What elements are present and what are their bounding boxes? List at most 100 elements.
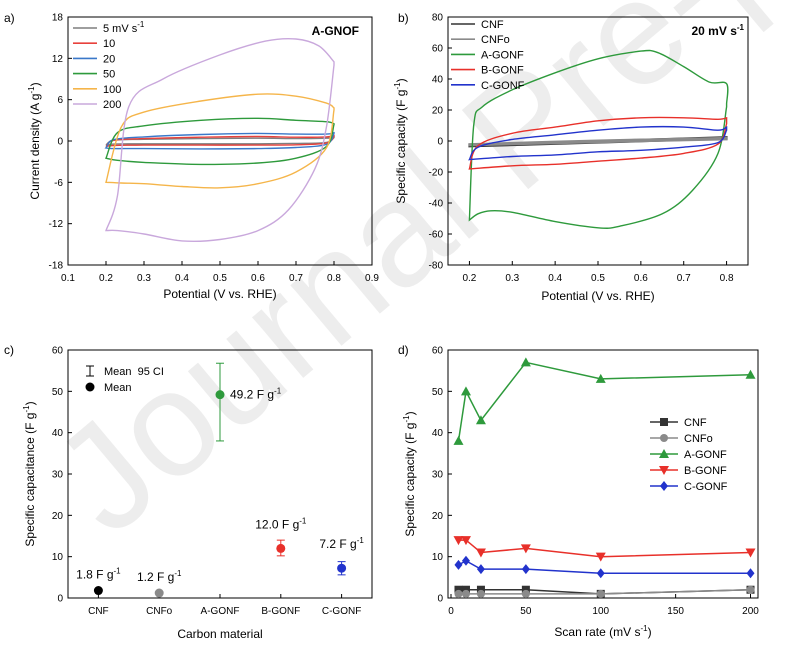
c-value-label-c-gonf: 7.2 F g-1 xyxy=(319,536,364,551)
c-mean-point-a-gonf xyxy=(215,390,225,400)
c-value-label-sup: -1 xyxy=(114,567,122,576)
a-ytick-label: 12 xyxy=(52,54,64,65)
panel-b-xlabel: Potential (V vs. RHE) xyxy=(541,289,654,303)
d-point-b-gonf-20 xyxy=(475,548,486,558)
b-xtick-label: 0.7 xyxy=(677,273,691,284)
d-legend-marker xyxy=(660,481,668,491)
a-curve-50 xyxy=(105,117,335,166)
a-xtick-label: 0.8 xyxy=(327,273,341,284)
a-ytick-label: -12 xyxy=(49,219,64,230)
panel-d-legend: CNF CNFo A-GONF B-GONF C-GONF xyxy=(650,417,728,493)
c-mean-point-cnf xyxy=(93,586,103,596)
d-line-a-gonf xyxy=(457,361,751,442)
a-ytick-label: -18 xyxy=(49,261,64,272)
c-ytick-label: 40 xyxy=(52,428,64,439)
d-legend-label: C-GONF xyxy=(684,481,728,493)
panel-c: c) CNF CNFo A-GONF B-GONF C-GONF 0 10 20 30 40 50 6… xyxy=(4,343,373,641)
d-xtick-label: 200 xyxy=(742,606,759,617)
d-point-cnf-5 xyxy=(454,585,463,594)
d-xtick-label: 0 xyxy=(448,606,454,617)
panel-b-curves xyxy=(467,49,729,229)
panel-a-ticks: 0.1 0.2 0.3 0.4 0.5 0.6 0.7 0.8 0.9 -18 -12 -6 0 6 12 1… xyxy=(49,13,380,285)
d-point-c-gonf-5 xyxy=(454,559,463,570)
b-xtick-label: 0.4 xyxy=(548,273,562,284)
d-legend-label: A-GONF xyxy=(684,449,727,461)
b-xtick-label: 0.8 xyxy=(720,273,734,284)
d-legend-marker xyxy=(660,418,668,426)
a-xtick-label: 0.1 xyxy=(61,273,75,284)
c-xtick-label: A-GONF xyxy=(201,606,240,617)
d-point-cnfo-50 xyxy=(521,589,530,598)
panel-c-label: c) xyxy=(4,343,14,357)
c-mean-point-b-gonf xyxy=(276,543,286,553)
panel-d-ylabel: Specific capacity (F g-1) xyxy=(402,411,417,536)
d-ytick-label: 30 xyxy=(432,470,444,481)
d-legend-label: CNF xyxy=(684,417,707,429)
c-value-label-sup: -1 xyxy=(174,569,182,578)
d-point-cnfo-10 xyxy=(461,589,470,598)
c-xtick-label: C-GONF xyxy=(322,606,361,617)
panel-a-xlabel: Potential (V vs. RHE) xyxy=(163,287,276,301)
d-point-b-gonf-50 xyxy=(520,544,531,554)
b-xtick-label: 0.3 xyxy=(505,273,519,284)
legend-item-mean: Mean xyxy=(104,382,132,394)
d-point-c-gonf-10 xyxy=(461,555,470,566)
c-xtick-label: CNF xyxy=(88,606,109,617)
b-ytick-label: 20 xyxy=(432,106,444,117)
a-legend-label: 50 xyxy=(103,69,115,81)
panel-c-ylabel: Specific capacitance (F g-1) xyxy=(22,401,37,546)
c-ytick-label: 60 xyxy=(52,346,64,357)
d-point-a-gonf-100 xyxy=(595,373,606,383)
legend-item-mean-ci: Mean 95 CI xyxy=(104,366,164,378)
a-ytick-label: 18 xyxy=(52,13,64,24)
d-point-b-gonf-100 xyxy=(595,552,606,562)
panel-b-legend: CNF CNFo A-GONF B-GONF C-GONF xyxy=(451,19,525,92)
c-value-label-cnfo: 1.2 F g-1 xyxy=(137,569,182,584)
a-xtick-label: 0.3 xyxy=(137,273,151,284)
a-curve-100 xyxy=(105,93,335,189)
legend-mean-marker xyxy=(85,382,95,392)
b-ytick-label: -80 xyxy=(429,261,444,272)
panel-c-xlabel: Carbon material xyxy=(177,627,262,641)
b-ytick-label: 40 xyxy=(432,75,444,86)
panel-a-curves xyxy=(104,37,335,243)
panel-a-title: A-GNOF xyxy=(312,24,359,38)
d-ytick-label: 20 xyxy=(432,511,444,522)
d-point-c-gonf-50 xyxy=(521,564,530,575)
d-legend-label: B-GONF xyxy=(684,465,727,477)
b-legend-label: CNF xyxy=(481,19,504,31)
d-point-b-gonf-200 xyxy=(745,548,756,558)
c-xtick-label: CNFo xyxy=(146,606,173,617)
a-xtick-label: 0.6 xyxy=(251,273,265,284)
c-ytick-label: 30 xyxy=(52,470,64,481)
c-xtick-label: B-GONF xyxy=(261,606,300,617)
a-legend-sup: -1 xyxy=(137,20,145,29)
b-ytick-label: 80 xyxy=(432,13,444,24)
b-ytick-label: -60 xyxy=(429,230,444,241)
a-xtick-label: 0.4 xyxy=(175,273,189,284)
panel-a: a) 0.1 0.2 0.3 0.4 0.5 0.6 0.7 0.8 0.9 -18 -12 -6 0 6… xyxy=(4,11,379,301)
a-legend-label: 100 xyxy=(103,84,121,96)
panel-c-points: 1.8 F g-1 1.2 F g-1 49.2 F g-1 12.0 F g-1 7.… xyxy=(76,362,364,598)
d-point-a-gonf-10 xyxy=(460,386,471,396)
d-point-cnf-50 xyxy=(521,585,530,594)
b-ytick-label: 0 xyxy=(437,137,443,148)
d-legend-label: CNFo xyxy=(684,433,713,445)
d-point-a-gonf-50 xyxy=(520,357,531,367)
c-value-label-cnf: 1.8 F g-1 xyxy=(76,567,121,582)
d-xtick-label: 100 xyxy=(592,606,609,617)
d-point-c-gonf-20 xyxy=(476,564,485,575)
a-xtick-label: 0.5 xyxy=(213,273,227,284)
c-value-label-sup: -1 xyxy=(299,516,307,525)
d-ytick-label: 0 xyxy=(437,594,443,605)
b-legend-label: CNFo xyxy=(481,34,510,46)
b-curve-cnfo xyxy=(468,136,728,147)
panel-c-ticks: CNF CNFo A-GONF B-GONF C-GONF 0 10 20 30 40 50 60 xyxy=(52,346,361,618)
d-point-cnfo-100 xyxy=(596,589,605,598)
d-point-b-gonf-5 xyxy=(453,536,464,546)
panel-d-lines xyxy=(453,357,756,598)
panel-d-label: d) xyxy=(398,343,409,357)
a-curve-10 xyxy=(105,134,335,148)
a-legend-label: 10 xyxy=(103,38,115,50)
